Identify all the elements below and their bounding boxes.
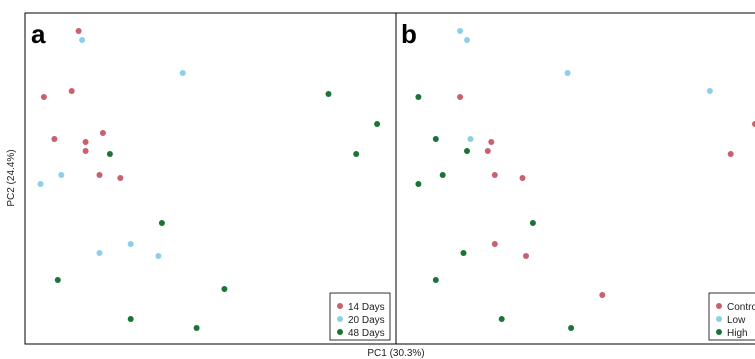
y-axis-label: PC2 (24.4%) [6,149,17,206]
legend-a-marker-48-days [337,329,343,335]
point-a-48-days-1 [374,121,381,127]
panel-a-frame [24,12,397,345]
point-a-48-days-0 [325,91,332,97]
point-b-high-9 [568,325,575,331]
legend-a-label-14-days: 14 Days [348,302,385,313]
point-b-high-5 [529,220,536,226]
point-a-14-days-3 [51,136,58,142]
panel-b-letter: b [401,19,417,49]
point-a-20-days-3 [37,181,44,187]
point-a-14-days-8 [117,175,124,181]
point-a-20-days-2 [58,172,65,178]
point-b-low-0 [457,28,464,34]
legend-b-label-low: Low [727,315,746,326]
point-b-low-1 [464,37,470,43]
point-b-control-4 [484,148,491,154]
point-a-48-days-6 [221,286,228,292]
point-a-48-days-4 [158,220,165,226]
point-b-high-6 [460,250,467,256]
point-a-20-days-6 [155,253,162,259]
point-b-control-8 [523,253,529,259]
point-b-control-7 [491,241,498,247]
legend-a: 14 Days 20 Days 48 Days [329,292,391,341]
scatter-points-layer [37,28,755,331]
point-b-high-7 [432,277,439,283]
point-a-14-days-2 [68,88,75,94]
legend-a-label-48-days: 48 Days [348,328,385,339]
point-a-20-days-1 [179,70,186,76]
point-b-low-2 [564,70,571,76]
panel-a-letter: a [31,19,46,49]
legend-b: Control Low High [708,292,755,341]
point-b-high-4 [415,181,422,187]
legend-a-label-20-days: 20 Days [348,315,385,326]
panel-b-frame [395,12,755,345]
point-a-20-days-5 [96,250,103,256]
legend-b-label-control: Control [727,302,755,313]
point-b-control-3 [488,139,495,145]
point-a-20-days-4 [127,241,134,247]
point-b-control-0 [457,94,464,100]
point-b-low-3 [706,88,713,94]
legend-a-marker-14-days [337,303,343,309]
point-a-48-days-7 [127,316,134,322]
legend-b-label-high: High [727,328,748,339]
legend-a-marker-20-days [337,316,343,322]
point-b-high-0 [415,94,422,100]
point-a-48-days-5 [54,277,61,283]
point-b-control-5 [491,172,498,178]
point-b-control-6 [519,175,526,181]
point-b-high-3 [439,172,446,178]
point-a-14-days-5 [99,130,106,136]
point-b-high-1 [432,136,439,142]
point-a-48-days-8 [193,325,200,331]
legend-b-marker-high [716,329,722,335]
point-a-14-days-0 [75,28,82,34]
point-b-control-9 [599,292,606,298]
point-a-48-days-3 [106,151,113,157]
point-b-high-2 [464,148,470,154]
point-a-20-days-0 [79,37,86,43]
legend-b-marker-control [716,303,722,309]
point-a-14-days-4 [82,139,89,145]
point-a-14-days-6 [82,148,89,154]
point-b-high-8 [498,316,505,322]
point-b-control-1 [752,121,755,127]
point-a-48-days-2 [353,151,360,157]
point-b-control-2 [727,151,734,157]
point-a-14-days-7 [96,172,103,178]
point-b-low-4 [467,136,474,142]
point-a-14-days-1 [40,94,47,100]
legend-b-marker-low [716,316,722,322]
x-axis-label: PC1 (30.3%) [367,348,424,359]
